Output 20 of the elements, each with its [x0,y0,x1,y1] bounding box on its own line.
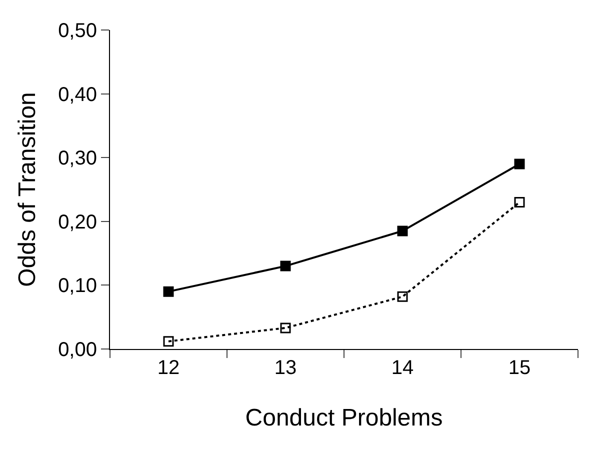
y-tick-label: 0,20 [58,211,97,234]
point [280,322,291,334]
y-tick-label: 0,30 [58,148,97,170]
x-tick-label: 15 [508,357,531,379]
point [514,197,525,208]
point [397,291,408,302]
x-tick-label: 12 [157,357,180,379]
point [514,158,525,170]
point [163,336,174,347]
y-tick-label: 0,40 [58,84,97,106]
y-tick-label: 0,00 [58,339,97,361]
point [163,286,174,297]
y-tick-label: 0,50 [58,20,97,42]
x-tick-label: 14 [391,357,414,379]
x-axis-title: Conduct Problems [245,404,443,432]
point [280,260,291,272]
y-tick-label: 0,10 [58,275,97,298]
point [397,226,408,236]
x-tick-label: 13 [274,357,297,379]
y-axis-title: Odds of Transition [14,92,42,287]
